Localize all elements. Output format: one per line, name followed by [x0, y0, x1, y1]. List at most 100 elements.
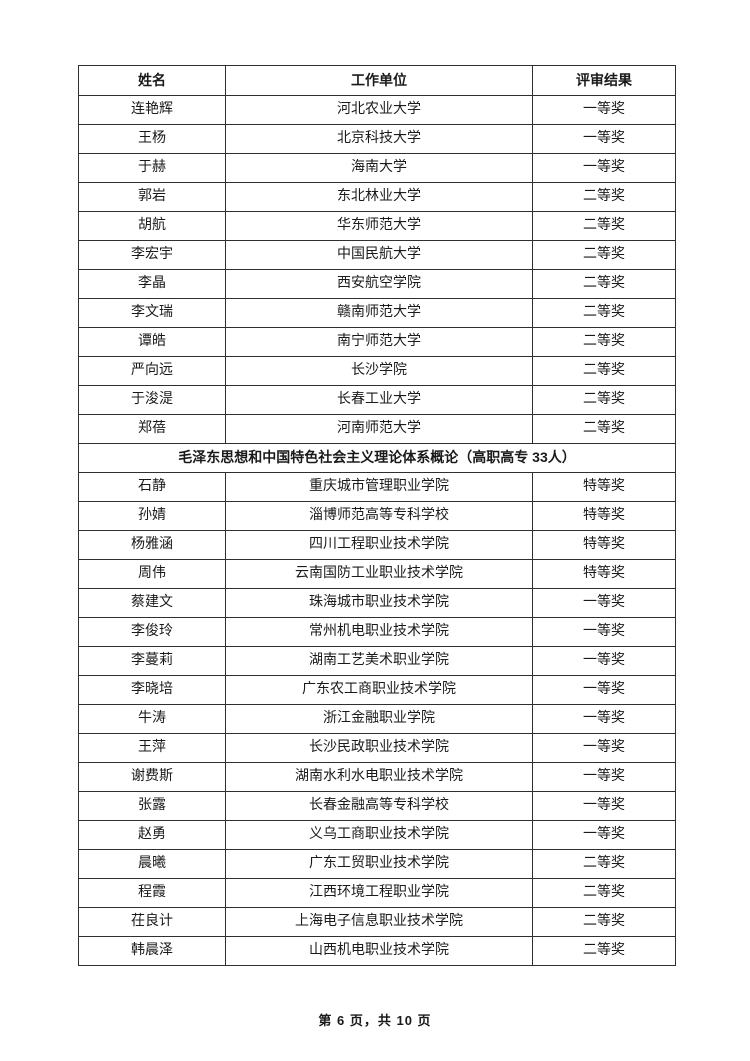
work-unit-cell: 广东工贸职业技术学院: [225, 849, 533, 879]
work-unit-cell: 云南国防工业职业技术学院: [225, 559, 533, 589]
table-row: 牛涛 浙江金融职业学院 一等奖: [78, 704, 676, 734]
work-unit-cell: 山西机电职业技术学院: [225, 936, 533, 966]
table-row: 谢费斯 湖南水利水电职业技术学院 一等奖: [78, 762, 676, 792]
work-unit-cell: 长春工业大学: [225, 385, 533, 415]
review-result-cell: 特等奖: [532, 501, 676, 531]
work-unit-cell: 长春金融高等专科学校: [225, 791, 533, 821]
review-result-cell: 一等奖: [532, 791, 676, 821]
name-cell: 蔡建文: [78, 588, 226, 618]
table-row: 茌良计 上海电子信息职业技术学院 二等奖: [78, 907, 676, 937]
work-unit-cell: 华东师范大学: [225, 211, 533, 241]
name-cell: 谭皓: [78, 327, 226, 357]
page-footer: 第 6 页，共 10 页: [318, 1013, 432, 1028]
name-cell: 李晓培: [78, 675, 226, 705]
work-unit-cell: 义乌工商职业技术学院: [225, 820, 533, 850]
review-result-cell: 一等奖: [532, 153, 676, 183]
table-row: 杨雅涵 四川工程职业技术学院 特等奖: [78, 530, 676, 560]
table-row: 蔡建文 珠海城市职业技术学院 一等奖: [78, 588, 676, 618]
name-cell: 牛涛: [78, 704, 226, 734]
table-row: 王萍 长沙民政职业技术学院 一等奖: [78, 733, 676, 763]
name-cell: 于赫: [78, 153, 226, 183]
name-cell: 周伟: [78, 559, 226, 589]
table-row: 于赫 海南大学 一等奖: [78, 153, 676, 183]
name-cell: 石静: [78, 472, 226, 502]
name-cell: 茌良计: [78, 907, 226, 937]
name-cell: 连艳辉: [78, 95, 226, 125]
review-result-cell: 一等奖: [532, 820, 676, 850]
review-result-cell: 一等奖: [532, 124, 676, 154]
review-result-cell: 一等奖: [532, 675, 676, 705]
work-unit-cell: 海南大学: [225, 153, 533, 183]
review-result-cell: 一等奖: [532, 762, 676, 792]
review-result-cell: 二等奖: [532, 211, 676, 241]
work-unit-cell: 长沙民政职业技术学院: [225, 733, 533, 763]
table-row: 李晓培 广东农工商职业技术学院 一等奖: [78, 675, 676, 705]
name-cell: 李俊玲: [78, 617, 226, 647]
table-row: 李蔓莉 湖南工艺美术职业学院 一等奖: [78, 646, 676, 676]
name-cell: 程霞: [78, 878, 226, 908]
review-result-cell: 一等奖: [532, 588, 676, 618]
work-unit-cell: 河南师范大学: [225, 414, 533, 444]
review-result-cell: 二等奖: [532, 182, 676, 212]
review-result-cell: 二等奖: [532, 356, 676, 386]
work-unit-cell: 赣南师范大学: [225, 298, 533, 328]
work-unit-cell: 常州机电职业技术学院: [225, 617, 533, 647]
name-cell: 于浚湜: [78, 385, 226, 415]
review-result-cell: 一等奖: [532, 617, 676, 647]
work-unit-cell: 湖南水利水电职业技术学院: [225, 762, 533, 792]
name-cell: 韩晨泽: [78, 936, 226, 966]
section-title: 毛泽东思想和中国特色社会主义理论体系概论（高职高专 33人）: [78, 443, 676, 473]
table-row: 孙婧 淄博师范高等专科学校 特等奖: [78, 501, 676, 531]
table-row: 李晶 西安航空学院 二等奖: [78, 269, 676, 299]
name-cell: 李文瑞: [78, 298, 226, 328]
review-result-cell: 一等奖: [532, 646, 676, 676]
table-row: 于浚湜 长春工业大学 二等奖: [78, 385, 676, 415]
work-unit-cell: 四川工程职业技术学院: [225, 530, 533, 560]
review-result-cell: 一等奖: [532, 95, 676, 125]
section-header-row: 毛泽东思想和中国特色社会主义理论体系概论（高职高专 33人）: [78, 443, 676, 473]
name-cell: 孙婧: [78, 501, 226, 531]
review-result-cell: 二等奖: [532, 385, 676, 415]
table-row: 严向远 长沙学院 二等奖: [78, 356, 676, 386]
work-unit-cell: 北京科技大学: [225, 124, 533, 154]
review-result-cell: 一等奖: [532, 704, 676, 734]
column-header-work-unit: 工作单位: [225, 65, 533, 96]
table-row: 谭皓 南宁师范大学 二等奖: [78, 327, 676, 357]
work-unit-cell: 湖南工艺美术职业学院: [225, 646, 533, 676]
review-result-cell: 二等奖: [532, 414, 676, 444]
work-unit-cell: 珠海城市职业技术学院: [225, 588, 533, 618]
review-result-cell: 特等奖: [532, 530, 676, 560]
table-row: 赵勇 义乌工商职业技术学院 一等奖: [78, 820, 676, 850]
name-cell: 杨雅涵: [78, 530, 226, 560]
work-unit-cell: 西安航空学院: [225, 269, 533, 299]
work-unit-cell: 上海电子信息职业技术学院: [225, 907, 533, 937]
table-row: 石静 重庆城市管理职业学院 特等奖: [78, 472, 676, 502]
table-row: 王杨 北京科技大学 一等奖: [78, 124, 676, 154]
name-cell: 胡航: [78, 211, 226, 241]
table-row: 李俊玲 常州机电职业技术学院 一等奖: [78, 617, 676, 647]
review-result-cell: 一等奖: [532, 733, 676, 763]
name-cell: 郑蓓: [78, 414, 226, 444]
table-row: 晨曦 广东工贸职业技术学院 二等奖: [78, 849, 676, 879]
table-row: 周伟 云南国防工业职业技术学院 特等奖: [78, 559, 676, 589]
table-row: 韩晨泽 山西机电职业技术学院 二等奖: [78, 936, 676, 966]
work-unit-cell: 淄博师范高等专科学校: [225, 501, 533, 531]
name-cell: 李宏宇: [78, 240, 226, 270]
review-result-cell: 二等奖: [532, 907, 676, 937]
award-results-table: 姓名 工作单位 评审结果 连艳辉 河北农业大学 一等奖 王杨 北京科技大学 一等奖 于赫 海南…: [78, 65, 676, 966]
table-row: 胡航 华东师范大学 二等奖: [78, 211, 676, 241]
table-row: 李文瑞 赣南师范大学 二等奖: [78, 298, 676, 328]
review-result-cell: 二等奖: [532, 878, 676, 908]
review-result-cell: 二等奖: [532, 327, 676, 357]
name-cell: 赵勇: [78, 820, 226, 850]
name-cell: 晨曦: [78, 849, 226, 879]
name-cell: 严向远: [78, 356, 226, 386]
review-result-cell: 特等奖: [532, 472, 676, 502]
column-header-name: 姓名: [78, 65, 226, 96]
name-cell: 郭岩: [78, 182, 226, 212]
review-result-cell: 二等奖: [532, 269, 676, 299]
name-cell: 谢费斯: [78, 762, 226, 792]
table-row: 郑蓓 河南师范大学 二等奖: [78, 414, 676, 444]
name-cell: 王杨: [78, 124, 226, 154]
